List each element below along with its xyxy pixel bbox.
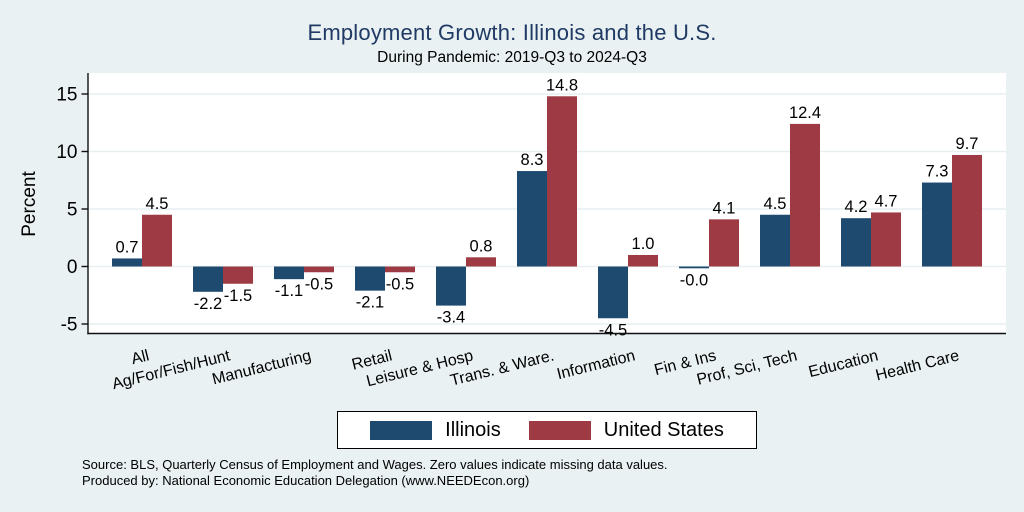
value-label: 4.7 — [875, 192, 898, 210]
y-tick-label: 5 — [67, 200, 78, 221]
bar-us-health-care — [952, 154, 982, 267]
produced-by-note: Produced by: National Economic Education… — [82, 473, 530, 488]
value-label: 9.7 — [956, 135, 979, 153]
bar-illinois-retail — [355, 266, 385, 291]
y-tick-label: -5 — [61, 315, 78, 336]
category-label: Health Care — [874, 347, 961, 384]
legend-item-illinois: Illinois — [370, 419, 501, 442]
value-label: -1.5 — [224, 287, 252, 305]
chart-subtitle: During Pandemic: 2019-Q3 to 2024-Q3 — [377, 49, 647, 66]
bar-illinois-information — [598, 266, 628, 319]
bar-us-manufacturing — [304, 266, 334, 273]
chart-title: Employment Growth: Illinois and the U.S. — [307, 20, 717, 45]
value-label: -2.1 — [356, 294, 384, 312]
bar-us-education — [871, 212, 901, 267]
y-tick-label: 10 — [56, 142, 77, 163]
value-label: 14.8 — [546, 76, 578, 94]
y-tick-label: 0 — [67, 257, 78, 278]
value-label: 0.7 — [116, 238, 139, 256]
value-label: -0.5 — [386, 275, 414, 293]
value-label: 4.1 — [713, 199, 736, 217]
bar-illinois-leisure-hosp — [436, 266, 466, 306]
value-label: 8.3 — [521, 151, 544, 169]
bar-illinois-health-care — [922, 182, 952, 267]
bar-illinois-ag-for-fish-hunt — [193, 266, 223, 292]
legend: Illinois United States — [337, 411, 757, 449]
legend-item-united-states: United States — [528, 418, 724, 442]
bar-illinois-education — [841, 218, 871, 267]
value-label: -3.4 — [437, 309, 465, 327]
bar-us-trans-ware — [547, 96, 577, 267]
value-label: 7.3 — [926, 163, 949, 181]
bar-us-prof-sci-tech — [790, 123, 820, 267]
legend-label-illinois: Illinois — [445, 418, 501, 441]
source-note: Source: BLS, Quarterly Census of Employm… — [82, 457, 668, 472]
bar-us-leisure-hosp — [466, 257, 496, 267]
bar-us-ag-for-fish-hunt — [223, 266, 253, 284]
footnotes: Source: BLS, Quarterly Census of Employm… — [82, 457, 982, 489]
value-label: 1.0 — [632, 235, 655, 253]
category-label: Education — [807, 347, 880, 381]
bar-us-all — [142, 214, 172, 267]
bar-illinois-prof-sci-tech — [760, 214, 790, 267]
bar-us-retail — [385, 266, 415, 273]
value-label: -1.1 — [275, 282, 303, 300]
value-label: -2.2 — [194, 295, 222, 313]
value-label: 12.4 — [789, 104, 821, 122]
category-label: Information — [555, 347, 637, 383]
bar-us-fin-ins — [709, 219, 739, 267]
bar-illinois-all — [112, 258, 142, 267]
value-label: -4.5 — [599, 321, 627, 339]
category-label: All — [130, 347, 151, 368]
legend-swatch-illinois — [370, 420, 433, 440]
legend-swatch-united-states — [528, 420, 591, 440]
bar-illinois-manufacturing — [274, 266, 304, 280]
bar-us-information — [628, 255, 658, 267]
legend-label-united-states: United States — [603, 418, 724, 441]
bar-illinois-trans-ware — [517, 171, 547, 267]
value-label: 4.5 — [764, 195, 787, 213]
value-label: -0.0 — [680, 271, 708, 289]
value-label: 4.5 — [146, 195, 169, 213]
value-label: -0.5 — [305, 275, 333, 293]
y-tick-label: 15 — [56, 85, 77, 106]
value-label: 0.8 — [470, 237, 493, 255]
value-label: 4.2 — [845, 198, 868, 216]
bar-illinois-fin-ins — [679, 266, 709, 269]
